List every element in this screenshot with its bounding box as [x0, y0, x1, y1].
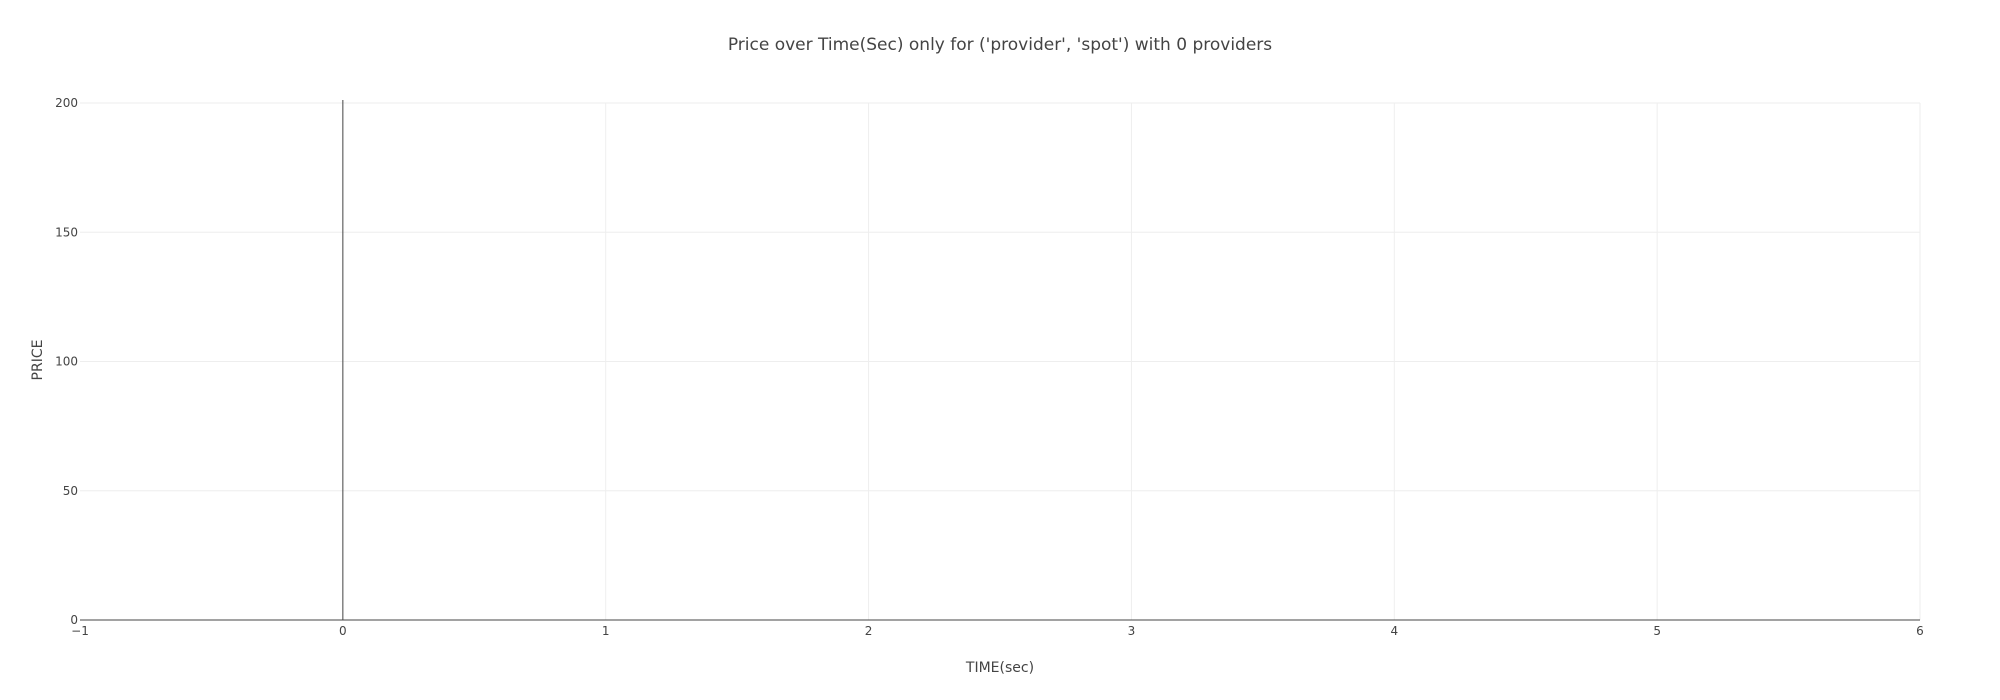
y-axis-ticks: 0 50 100 150 200	[55, 96, 78, 627]
y-tick-label: 100	[55, 355, 78, 369]
y-tick-label: 50	[63, 484, 78, 498]
x-tick-label: 6	[1916, 624, 1924, 638]
x-tick-label: −1	[71, 624, 89, 638]
x-tick-label: 3	[1128, 624, 1136, 638]
x-axis-title: TIME(sec)	[965, 660, 1034, 676]
axes	[80, 100, 1920, 621]
grid-lines	[80, 102, 1921, 620]
chart-title: Price over Time(Sec) only for ('provider…	[728, 35, 1272, 55]
x-tick-label: 2	[865, 624, 873, 638]
y-tick-label: 150	[55, 225, 78, 239]
x-tick-label: 1	[602, 624, 610, 638]
x-axis-ticks: −1 0 1 2 3 4 5 6	[71, 624, 1924, 638]
x-tick-label: 4	[1390, 624, 1398, 638]
y-tick-label: 0	[70, 613, 78, 627]
y-axis-title: PRICE	[30, 340, 46, 381]
x-tick-label: 0	[339, 624, 347, 638]
y-tick-label: 200	[55, 96, 78, 110]
x-tick-label: 5	[1653, 624, 1661, 638]
